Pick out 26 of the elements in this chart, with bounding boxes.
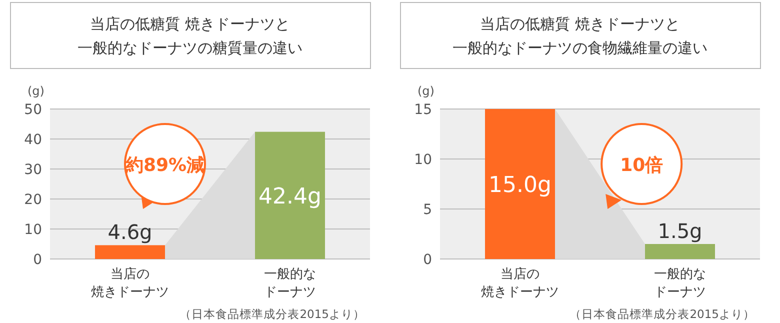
y-tick-label: 5 [423, 202, 432, 218]
annotation: 約89%減 [124, 155, 205, 176]
y-tick-label: 40 [24, 132, 42, 148]
chart-title: 当店の低糖質 焼きドーナツと一般的なドーナツの食物繊維量の違い [452, 15, 708, 57]
text: （日本食品標準成分表2015より） [570, 307, 755, 321]
y-tick-label: 15 [414, 102, 432, 118]
text: （日本食品標準成分表2015より） [180, 307, 365, 321]
y-tick-label: 30 [24, 162, 42, 178]
x-tick-label: 当店の焼きドーナツ [481, 266, 559, 300]
y-tick-label: 10 [24, 222, 42, 238]
annotation: 10倍 [620, 155, 664, 176]
x-tick-label: 当店の焼きドーナツ [91, 266, 169, 300]
data-label: 42.4g [258, 184, 322, 210]
y-tick-label: 0 [423, 252, 432, 268]
y-tick-label: 10 [414, 152, 432, 168]
chart-title: 当店の低糖質 焼きドーナツと一般的なドーナツの糖質量の違い [78, 15, 302, 57]
y-tick-label: 50 [24, 102, 42, 118]
data-label: 4.6g [108, 220, 152, 244]
y-tick-label: 20 [24, 192, 42, 208]
data-label: 1.5g [658, 219, 702, 243]
x-tick-label: 一般的なドーナツ [654, 267, 706, 300]
x-tick-label: 一般的なドーナツ [264, 267, 316, 300]
y-tick-label: 0 [33, 252, 42, 268]
y-axis-title: (g) [28, 84, 44, 98]
y-axis-title: (g) [418, 84, 434, 98]
data-label: 15.0g [488, 173, 552, 198]
